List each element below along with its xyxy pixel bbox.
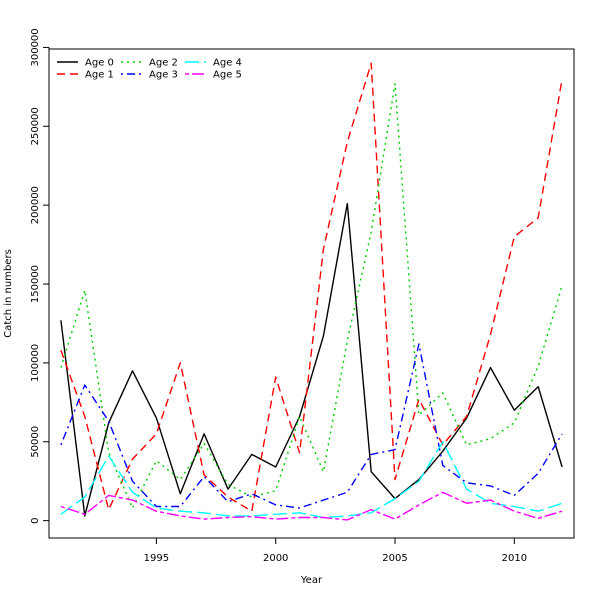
plot-frame xyxy=(48,48,575,539)
series-line-age-2 xyxy=(60,82,563,509)
series-line-age-4 xyxy=(60,441,563,519)
x-tick-label: 2010 xyxy=(502,553,527,564)
x-tick-label: 1995 xyxy=(144,553,169,564)
legend-label: Age 3 xyxy=(149,70,178,81)
y-tick-label: 150000 xyxy=(30,265,41,303)
y-axis: 0 50000 100000 150000 200000 250000 300000 xyxy=(30,28,50,524)
y-tick-label: 0 xyxy=(30,517,41,523)
y-axis-title: Catch in numbers xyxy=(3,249,14,338)
x-tick-label: 2005 xyxy=(382,553,407,564)
y-tick-label: 300000 xyxy=(30,28,41,66)
y-tick-label: 200000 xyxy=(30,186,41,224)
y-tick-label: 250000 xyxy=(30,107,41,145)
series-line-age-3 xyxy=(60,343,563,509)
legend-label: Age 0 xyxy=(85,58,114,69)
legend-label: Age 1 xyxy=(85,70,114,81)
series-layer xyxy=(60,62,563,521)
y-tick-label: 50000 xyxy=(30,426,41,458)
legend-label: Age 5 xyxy=(213,70,242,81)
series-line-age-0 xyxy=(60,202,563,517)
series-line-age-1 xyxy=(60,62,563,512)
x-axis-title: Year xyxy=(300,575,323,586)
x-tick-label: 2000 xyxy=(263,553,288,564)
legend-label: Age 4 xyxy=(213,58,242,69)
x-axis: 1995 2000 2005 2010 xyxy=(144,537,527,564)
y-tick-label: 100000 xyxy=(30,344,41,382)
series-line-age-5 xyxy=(60,491,563,521)
legend-label: Age 2 xyxy=(149,58,178,69)
